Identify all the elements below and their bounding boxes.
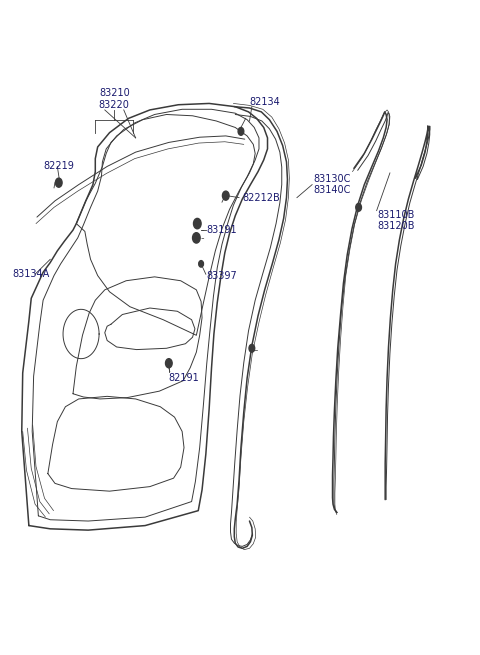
Text: 82219: 82219 (43, 161, 74, 172)
Text: 83110B
83120B: 83110B 83120B (378, 210, 415, 231)
Text: 82134: 82134 (250, 97, 280, 107)
Text: 83134A: 83134A (12, 269, 49, 279)
Text: 82212B: 82212B (242, 193, 280, 202)
Text: 83210
83220: 83210 83220 (99, 88, 130, 110)
Text: 82191: 82191 (169, 373, 200, 383)
Circle shape (56, 178, 62, 187)
Circle shape (356, 204, 361, 212)
Circle shape (166, 359, 172, 367)
Circle shape (222, 191, 229, 200)
Circle shape (238, 128, 244, 136)
Circle shape (249, 345, 255, 352)
Text: 83191: 83191 (207, 225, 238, 235)
Circle shape (192, 233, 200, 243)
Circle shape (193, 218, 201, 229)
Circle shape (199, 261, 204, 267)
Text: 83397: 83397 (207, 271, 238, 280)
Text: 83130C
83140C: 83130C 83140C (313, 174, 351, 195)
